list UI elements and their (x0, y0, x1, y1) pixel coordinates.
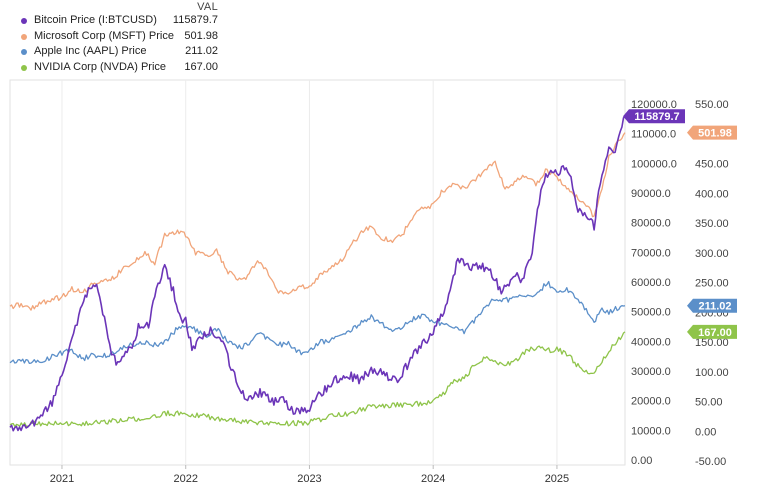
series-line-microsoft (9, 132, 626, 311)
right-axis-tick-label: 450.00 (695, 159, 729, 171)
left-axis-tick-label: 50000.0 (631, 307, 671, 319)
right-axis-tick-label: 550.00 (695, 99, 729, 111)
legend-item-label: NVIDIA Corp (NVDA) Price (34, 61, 167, 73)
legend-item-label: Apple Inc (AAPL) Price (34, 45, 147, 57)
left-axis-tick-label: 10000.0 (631, 425, 671, 437)
left-axis-tick-label: 40000.0 (631, 336, 671, 348)
last-value-tag-label: 167.00 (698, 327, 732, 339)
x-tick-label: 2025 (545, 473, 569, 485)
left-axis-tick-label: 20000.0 (631, 396, 671, 408)
legend-item-value: 501.98 (184, 30, 218, 42)
legend-item-value: 167.00 (184, 61, 218, 73)
left-axis-tick-label: 80000.0 (631, 218, 671, 230)
last-value-tag-label: 211.02 (698, 301, 731, 313)
left-axis-tick-label: 100000.0 (631, 158, 677, 170)
legend-dot-icon (21, 18, 27, 24)
last-value-tag-bg (623, 109, 685, 124)
left-axis-tick-label: 60000.0 (631, 277, 671, 289)
legend-header: VAL (197, 1, 218, 13)
last-value-tag: 167.00 (687, 324, 737, 339)
x-tick-label: 2021 (50, 473, 74, 485)
legend-dot-icon (21, 65, 27, 71)
left-axis-tick-label: 70000.0 (631, 247, 671, 259)
right-axis-tick-label: 400.00 (695, 188, 729, 200)
right-axis-tick-label: 250.00 (695, 278, 729, 290)
legend-item-label: Microsoft Corp (MSFT) Price (34, 30, 174, 42)
legend-item-microsoft[interactable]: Microsoft Corp (MSFT) Price 501.98 (0, 30, 240, 46)
left-axis-tick-label: 30000.0 (631, 366, 671, 378)
left-axis-tick-label: 0.00 (631, 455, 652, 467)
last-value-tag-bg (687, 125, 737, 140)
series-line-apple (9, 280, 626, 365)
legend-item-value: 115879.7 (172, 14, 218, 26)
right-axis-tick-label: 100.00 (695, 367, 729, 379)
left-axis-tick-label: 90000.0 (631, 188, 671, 200)
x-tick-label: 2022 (173, 473, 197, 485)
last-value-tag-label: 115879.7 (634, 111, 679, 123)
right-axis-tick-label: 350.00 (695, 218, 729, 230)
last-value-tag: 501.98 (687, 125, 737, 140)
last-value-tag-bg (687, 298, 737, 313)
last-value-tag: 211.02 (687, 298, 737, 313)
last-value-tag-label: 501.98 (698, 128, 732, 140)
x-tick-label: 2023 (297, 473, 321, 485)
right-axis-tick-label: 150.00 (695, 337, 729, 349)
last-value-tag: 115879.7 (623, 109, 685, 124)
right-axis-tick-label: 50.00 (695, 397, 723, 409)
legend-item-apple[interactable]: Apple Inc (AAPL) Price 211.02 (0, 45, 240, 61)
legend-item-label: Bitcoin Price (I:BTCUSD) (34, 14, 157, 26)
series-line-bitcoin (9, 115, 626, 432)
x-tick-label: 2024 (421, 473, 445, 485)
left-axis-tick-label: 110000.0 (631, 129, 676, 141)
right-axis-tick-label: 300.00 (695, 248, 729, 260)
left-axis-tick-label: 120000.0 (631, 99, 677, 111)
legend-item-bitcoin[interactable]: Bitcoin Price (I:BTCUSD) 115879.7 (0, 14, 240, 30)
last-value-tag-bg (687, 324, 737, 339)
right-axis-tick-label: 0.00 (695, 426, 716, 438)
plot-area (9, 79, 626, 466)
legend-item-value: 211.02 (185, 45, 218, 57)
legend-dot-icon (21, 49, 27, 55)
right-axis-tick-label: -50.00 (695, 456, 726, 468)
legend-item-nvidia[interactable]: NVIDIA Corp (NVDA) Price 167.00 (0, 61, 240, 77)
legend-dot-icon (21, 34, 27, 40)
series-line-nvidia (9, 331, 626, 428)
